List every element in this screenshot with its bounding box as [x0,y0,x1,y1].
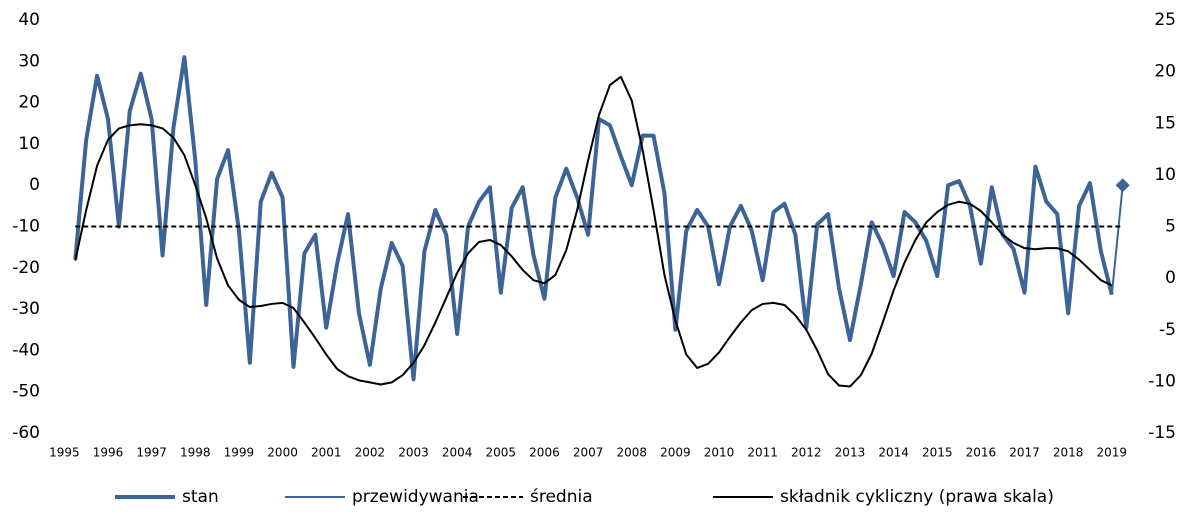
x-tick-label: 2007 [573,446,604,460]
x-tick-label: 2009 [660,446,691,460]
y-tick-label: -30 [12,299,40,319]
x-tick-label: 2004 [442,446,473,460]
y2-tick-label: 20 [1154,62,1176,82]
legend-label: składnik cykliczny (prawa skala) [780,487,1054,507]
legend-label: stan [182,487,219,507]
y-tick-label: -10 [12,217,40,237]
x-tick-label: 2015 [922,446,953,460]
y-tick-label: -50 [12,382,40,402]
x-tick-label: 2005 [486,446,517,460]
y2-tick-label: 25 [1154,10,1176,30]
x-tick-label: 1999 [224,446,255,460]
y2-tick-label: -5 [1159,320,1176,340]
legend-label: średnia [530,487,593,507]
x-tick-label: 1995 [49,446,80,460]
y2-tick-label: 5 [1165,217,1176,237]
x-tick-label: 2008 [616,446,647,460]
series-line [73,55,1114,382]
y2-tick-label: 15 [1154,113,1176,133]
y2-tick-label: 10 [1154,165,1176,185]
x-tick-label: 2002 [355,446,386,460]
y-tick-label: 0 [29,175,40,195]
y2-tick-label: -15 [1148,423,1176,443]
x-tick-label: 2012 [791,446,822,460]
x-tick-label: 2018 [1053,446,1084,460]
x-tick-label: 2010 [704,446,735,460]
x-tick-label: 2014 [878,446,909,460]
y2-tick-label: 0 [1165,268,1176,288]
y-tick-label: 30 [18,51,40,71]
y-tick-label: -60 [12,423,40,443]
x-tick-label: 2011 [747,446,778,460]
x-tick-label: 2006 [529,446,560,460]
y2-tick-label: -10 [1148,371,1176,391]
x-tick-label: 2016 [966,446,997,460]
x-tick-label: 2013 [835,446,866,460]
x-tick-label: 1997 [136,446,167,460]
x-tick-label: 2001 [311,446,342,460]
y-tick-label: -40 [12,340,40,360]
x-tick-label: 1998 [180,446,211,460]
x-tick-label: 2000 [267,446,298,460]
x-tick-label: 2019 [1097,446,1128,460]
y-tick-label: -20 [12,258,40,278]
y-tick-label: 10 [18,134,40,154]
x-tick-label: 2003 [398,446,429,460]
legend-label: przewidywania [352,487,479,507]
y-tick-label: 40 [18,10,40,30]
x-tick-label: 2017 [1009,446,1040,460]
y-tick-label: 20 [18,93,40,113]
series-line [1110,185,1124,295]
x-tick-label: 1996 [93,446,124,460]
series-line [74,75,1113,388]
end-marker [1115,178,1130,193]
